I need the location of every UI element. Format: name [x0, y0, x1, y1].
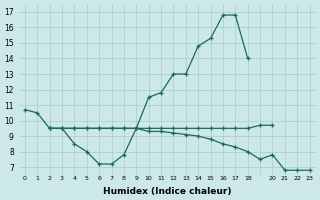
X-axis label: Humidex (Indice chaleur): Humidex (Indice chaleur)	[103, 187, 231, 196]
